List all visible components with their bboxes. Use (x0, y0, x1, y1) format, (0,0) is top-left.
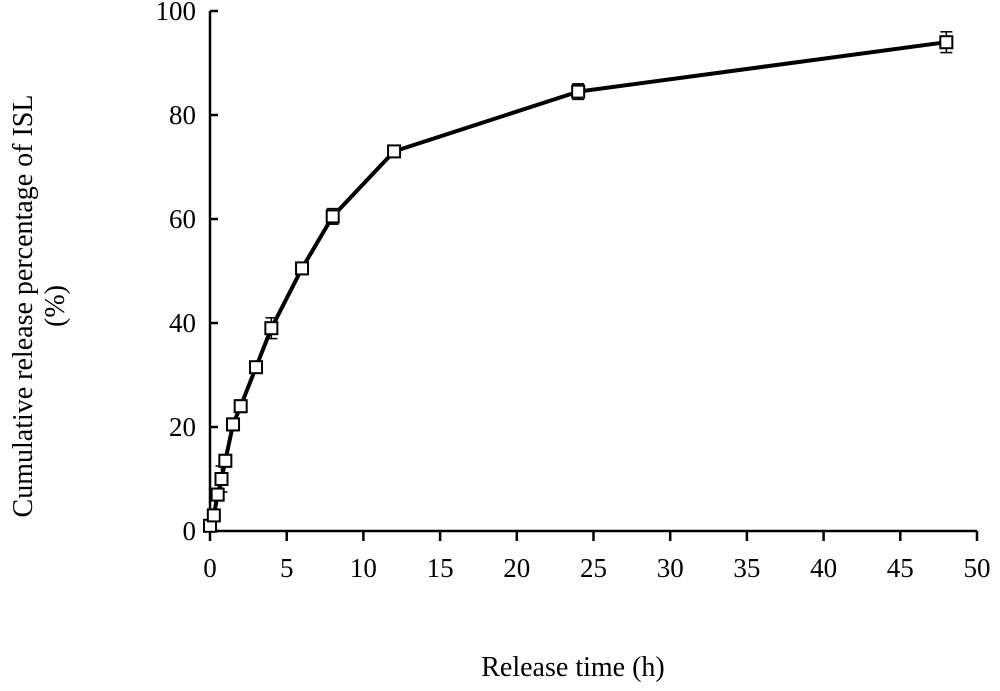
x-tick-label: 50 (964, 553, 991, 583)
x-tick-label: 20 (503, 553, 530, 583)
y-axis-title: Cumulative release percentage of ISL (%) (8, 95, 71, 518)
data-point-marker (249, 360, 264, 375)
data-point-marker (214, 472, 229, 486)
x-tick-label: 35 (733, 553, 760, 583)
y-axis-title-line-1: Cumulative release percentage of ISL (8, 95, 39, 518)
data-point-marker (226, 417, 241, 432)
x-axis-title: Release time (h) (481, 652, 664, 683)
data-point-marker (939, 35, 954, 50)
x-tick-label: 5 (280, 553, 294, 583)
data-point-marker (210, 487, 225, 502)
data-point-marker (233, 399, 248, 414)
data-point-marker (387, 144, 402, 159)
series-line (208, 40, 947, 527)
data-point-marker (264, 321, 279, 336)
x-tick-label: 25 (580, 553, 607, 583)
y-tick-label: 40 (169, 308, 196, 338)
data-point-marker (325, 209, 340, 224)
data-point-marker (571, 84, 586, 99)
y-ticks: 0 20 40 60 80 100 (156, 0, 218, 546)
plot-area (203, 31, 954, 533)
x-tick-label: 45 (887, 553, 914, 583)
data-point-marker (295, 261, 310, 276)
x-tick-label: 10 (350, 553, 377, 583)
x-tick-label: 0 (203, 553, 217, 583)
y-tick-label: 80 (169, 100, 196, 130)
x-tick-label: 15 (427, 553, 454, 583)
x-tick-label: 40 (810, 553, 837, 583)
data-point-marker (218, 453, 233, 468)
data-point-marker (206, 508, 221, 523)
y-tick-label: 60 (169, 204, 196, 234)
y-tick-label: 20 (169, 412, 196, 442)
x-tick-label: 30 (657, 553, 684, 583)
y-tick-label: 100 (156, 0, 197, 26)
y-tick-label: 0 (183, 516, 197, 546)
x-ticks: 0 5 10 15 20 25 30 35 40 45 50 (203, 531, 991, 583)
y-axis-title-line-2: (%) (40, 285, 71, 327)
